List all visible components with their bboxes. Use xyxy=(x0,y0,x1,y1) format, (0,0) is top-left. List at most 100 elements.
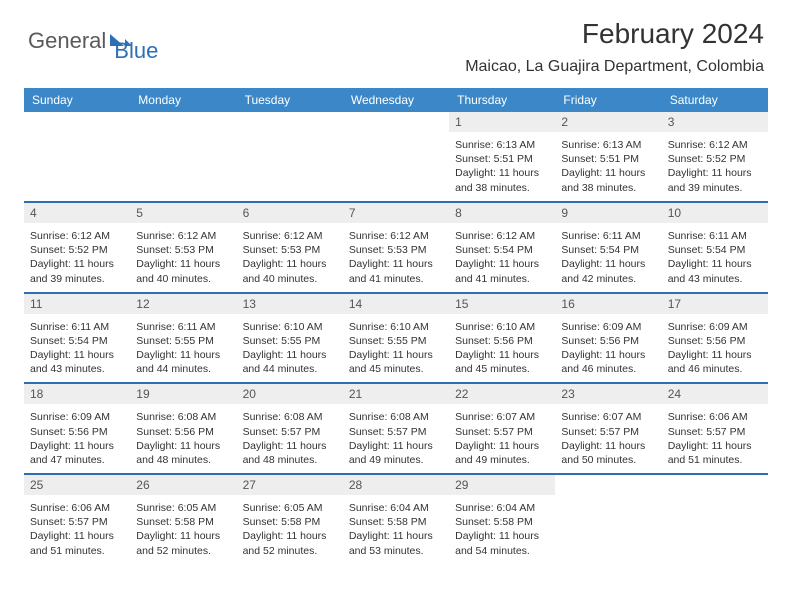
sunset-line: Sunset: 5:54 PM xyxy=(30,334,124,348)
daylight-line: Daylight: 11 hours xyxy=(455,257,549,271)
day-number: 23 xyxy=(555,384,661,404)
day-number: 29 xyxy=(449,475,555,495)
sunset-line: Sunset: 5:56 PM xyxy=(455,334,549,348)
calendar-table: Sunday Monday Tuesday Wednesday Thursday… xyxy=(24,88,768,564)
sunset-line: Sunset: 5:51 PM xyxy=(561,152,655,166)
calendar-cell xyxy=(130,112,236,202)
sunrise-line: Sunrise: 6:11 AM xyxy=(668,229,762,243)
daylight-line: Daylight: 11 hours xyxy=(455,529,549,543)
day-number: 6 xyxy=(237,203,343,223)
sunrise-line: Sunrise: 6:11 AM xyxy=(561,229,655,243)
calendar-cell: 24Sunrise: 6:06 AMSunset: 5:57 PMDayligh… xyxy=(662,383,768,474)
logo-text-general: General xyxy=(28,28,106,54)
header-row: Sunday Monday Tuesday Wednesday Thursday… xyxy=(24,88,768,112)
day-body: Sunrise: 6:12 AMSunset: 5:53 PMDaylight:… xyxy=(130,227,236,292)
sunset-line: Sunset: 5:56 PM xyxy=(136,425,230,439)
sunrise-line: Sunrise: 6:05 AM xyxy=(243,501,337,515)
day-body: Sunrise: 6:12 AMSunset: 5:53 PMDaylight:… xyxy=(343,227,449,292)
day-number: 20 xyxy=(237,384,343,404)
sunrise-line: Sunrise: 6:10 AM xyxy=(243,320,337,334)
sunset-line: Sunset: 5:57 PM xyxy=(243,425,337,439)
calendar-row: 4 Sunrise: 6:12 AMSunset: 5:52 PMDaylight… xyxy=(24,202,768,293)
sunset-line: Sunset: 5:54 PM xyxy=(561,243,655,257)
sunset-line: Sunset: 5:57 PM xyxy=(455,425,549,439)
month-title: February 2024 xyxy=(465,18,764,50)
daylight-line: Daylight: 11 hours xyxy=(243,348,337,362)
sunrise-line: Sunrise: 6:07 AM xyxy=(455,410,549,424)
col-wednesday: Wednesday xyxy=(343,88,449,112)
calendar-cell: 2Sunrise: 6:13 AMSunset: 5:51 PMDaylight… xyxy=(555,112,661,202)
sunset-line: Sunset: 5:53 PM xyxy=(136,243,230,257)
calendar-cell: 16 Sunrise: 6:09 AMSunset: 5:56 PMDayligh… xyxy=(555,293,661,384)
calendar-cell: 6 Sunrise: 6:12 AMSunset: 5:53 PMDaylight… xyxy=(237,202,343,293)
day-body: Sunrise: 6:07 AMSunset: 5:57 PMDaylight:… xyxy=(555,408,661,473)
calendar-row: 1Sunrise: 6:13 AMSunset: 5:51 PMDaylight… xyxy=(24,112,768,202)
day-number: 16 xyxy=(555,294,661,314)
sunrise-line: Sunrise: 6:04 AM xyxy=(455,501,549,515)
day-number: 22 xyxy=(449,384,555,404)
sunrise-line: Sunrise: 6:09 AM xyxy=(561,320,655,334)
sunset-line: Sunset: 5:56 PM xyxy=(561,334,655,348)
sunrise-line: Sunrise: 6:11 AM xyxy=(136,320,230,334)
daylight-line: and 41 minutes. xyxy=(455,272,549,286)
daylight-line: and 45 minutes. xyxy=(349,362,443,376)
daylight-line: Daylight: 11 hours xyxy=(30,348,124,362)
col-friday: Friday xyxy=(555,88,661,112)
daylight-line: and 52 minutes. xyxy=(243,544,337,558)
daylight-line: Daylight: 11 hours xyxy=(243,439,337,453)
daylight-line: Daylight: 11 hours xyxy=(455,439,549,453)
day-number: 27 xyxy=(237,475,343,495)
sunrise-line: Sunrise: 6:05 AM xyxy=(136,501,230,515)
sunset-line: Sunset: 5:52 PM xyxy=(668,152,762,166)
daylight-line: and 47 minutes. xyxy=(30,453,124,467)
daylight-line: and 38 minutes. xyxy=(561,181,655,195)
day-body: Sunrise: 6:12 AMSunset: 5:52 PMDaylight:… xyxy=(24,227,130,292)
logo: General Blue xyxy=(28,18,158,64)
sunrise-line: Sunrise: 6:04 AM xyxy=(349,501,443,515)
calendar-cell: 5 Sunrise: 6:12 AMSunset: 5:53 PMDaylight… xyxy=(130,202,236,293)
daylight-line: Daylight: 11 hours xyxy=(349,529,443,543)
day-number: 5 xyxy=(130,203,236,223)
sunrise-line: Sunrise: 6:11 AM xyxy=(30,320,124,334)
day-body: Sunrise: 6:04 AMSunset: 5:58 PMDaylight:… xyxy=(449,499,555,564)
day-body: Sunrise: 6:07 AMSunset: 5:57 PMDaylight:… xyxy=(449,408,555,473)
calendar-cell: 18Sunrise: 6:09 AMSunset: 5:56 PMDayligh… xyxy=(24,383,130,474)
daylight-line: and 43 minutes. xyxy=(30,362,124,376)
daylight-line: Daylight: 11 hours xyxy=(455,166,549,180)
sunset-line: Sunset: 5:56 PM xyxy=(30,425,124,439)
calendar-cell: 27 Sunrise: 6:05 AMSunset: 5:58 PMDayligh… xyxy=(237,474,343,564)
calendar-cell: 12Sunrise: 6:11 AMSunset: 5:55 PMDayligh… xyxy=(130,293,236,384)
calendar-row: 25Sunrise: 6:06 AMSunset: 5:57 PMDayligh… xyxy=(24,474,768,564)
day-body: Sunrise: 6:12 AMSunset: 5:53 PMDaylight:… xyxy=(237,227,343,292)
sunrise-line: Sunrise: 6:12 AM xyxy=(243,229,337,243)
day-number: 4 xyxy=(24,203,130,223)
sunrise-line: Sunrise: 6:09 AM xyxy=(30,410,124,424)
daylight-line: Daylight: 11 hours xyxy=(561,166,655,180)
sunset-line: Sunset: 5:55 PM xyxy=(136,334,230,348)
calendar-cell: 15Sunrise: 6:10 AMSunset: 5:56 PMDayligh… xyxy=(449,293,555,384)
day-body: Sunrise: 6:05 AMSunset: 5:58 PMDaylight:… xyxy=(130,499,236,564)
daylight-line: and 49 minutes. xyxy=(349,453,443,467)
calendar-cell: 28Sunrise: 6:04 AMSunset: 5:58 PMDayligh… xyxy=(343,474,449,564)
day-number: 2 xyxy=(555,112,661,132)
daylight-line: and 46 minutes. xyxy=(668,362,762,376)
daylight-line: Daylight: 11 hours xyxy=(136,439,230,453)
sunset-line: Sunset: 5:53 PM xyxy=(349,243,443,257)
calendar-cell: 3Sunrise: 6:12 AMSunset: 5:52 PMDaylight… xyxy=(662,112,768,202)
daylight-line: Daylight: 11 hours xyxy=(561,348,655,362)
daylight-line: and 54 minutes. xyxy=(455,544,549,558)
daylight-line: Daylight: 11 hours xyxy=(30,529,124,543)
day-body: Sunrise: 6:05 AMSunset: 5:58 PMDaylight:… xyxy=(237,499,343,564)
sunrise-line: Sunrise: 6:10 AM xyxy=(349,320,443,334)
day-body: Sunrise: 6:09 AMSunset: 5:56 PMDaylight:… xyxy=(555,318,661,383)
sunrise-line: Sunrise: 6:12 AM xyxy=(455,229,549,243)
calendar-cell: 13Sunrise: 6:10 AMSunset: 5:55 PMDayligh… xyxy=(237,293,343,384)
daylight-line: Daylight: 11 hours xyxy=(30,257,124,271)
daylight-line: and 50 minutes. xyxy=(561,453,655,467)
daylight-line: and 48 minutes. xyxy=(243,453,337,467)
daylight-line: and 40 minutes. xyxy=(243,272,337,286)
calendar-cell: 4 Sunrise: 6:12 AMSunset: 5:52 PMDaylight… xyxy=(24,202,130,293)
day-body: Sunrise: 6:10 AMSunset: 5:56 PMDaylight:… xyxy=(449,318,555,383)
sunrise-line: Sunrise: 6:08 AM xyxy=(136,410,230,424)
sunset-line: Sunset: 5:55 PM xyxy=(349,334,443,348)
